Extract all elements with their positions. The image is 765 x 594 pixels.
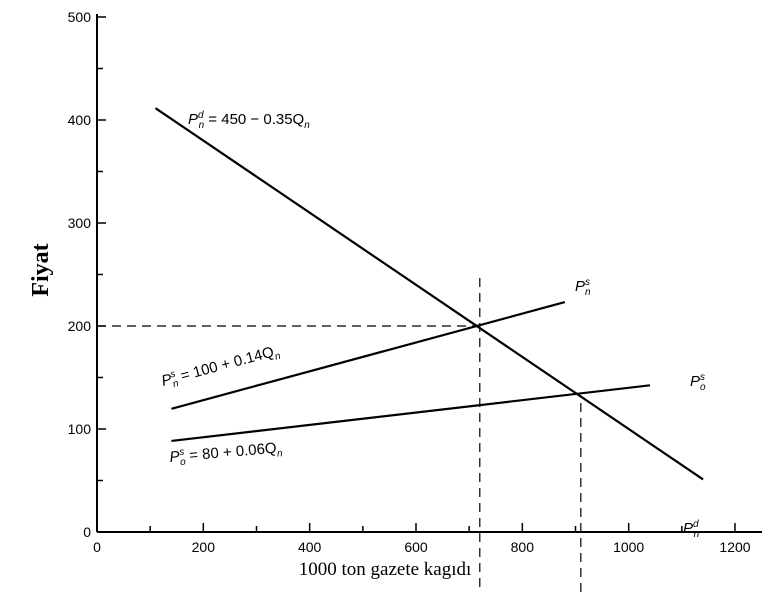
old-supply-curve [171,384,651,443]
demand-equation-label: Pd n = 450 − 0.35Qn [188,110,310,131]
plot-layer: 0 100 200 300 400 500 0 200 400 600 800 1000 1200 Pd n… [68,9,762,592]
y-tick-label: 300 [68,215,92,231]
y-tick-label: 200 [68,318,92,334]
x-tick-label: 600 [404,539,428,555]
demand-end-label: Pd n [683,519,700,540]
old-supply-end-label: Ps o [690,372,706,393]
x-tick-label: 800 [511,539,535,555]
x-tick-label: 200 [192,539,216,555]
y-tick-label: 400 [68,112,92,128]
new-supply-equation-label: Psn = 100 + 0.14Qn [159,341,282,393]
new-supply-end-label: Ps n [575,277,591,298]
new-supply-curve [171,301,566,410]
x-tick-label: 400 [298,539,322,555]
y-tick-label: 500 [68,9,92,25]
old-supply-equation-label: Pso = 80 + 0.06Qn [169,438,284,469]
demand-curve [154,107,704,481]
y-tick-label: 100 [68,421,92,437]
x-axis-label: 1000 ton gazete kagıdı [299,559,472,580]
x-tick-label: 1000 [613,539,644,555]
x-tick-label: 0 [93,539,101,555]
y-tick-label: 0 [83,524,91,540]
x-tick-label: 1200 [719,539,750,555]
y-axis-label: Fiyat [28,243,54,296]
